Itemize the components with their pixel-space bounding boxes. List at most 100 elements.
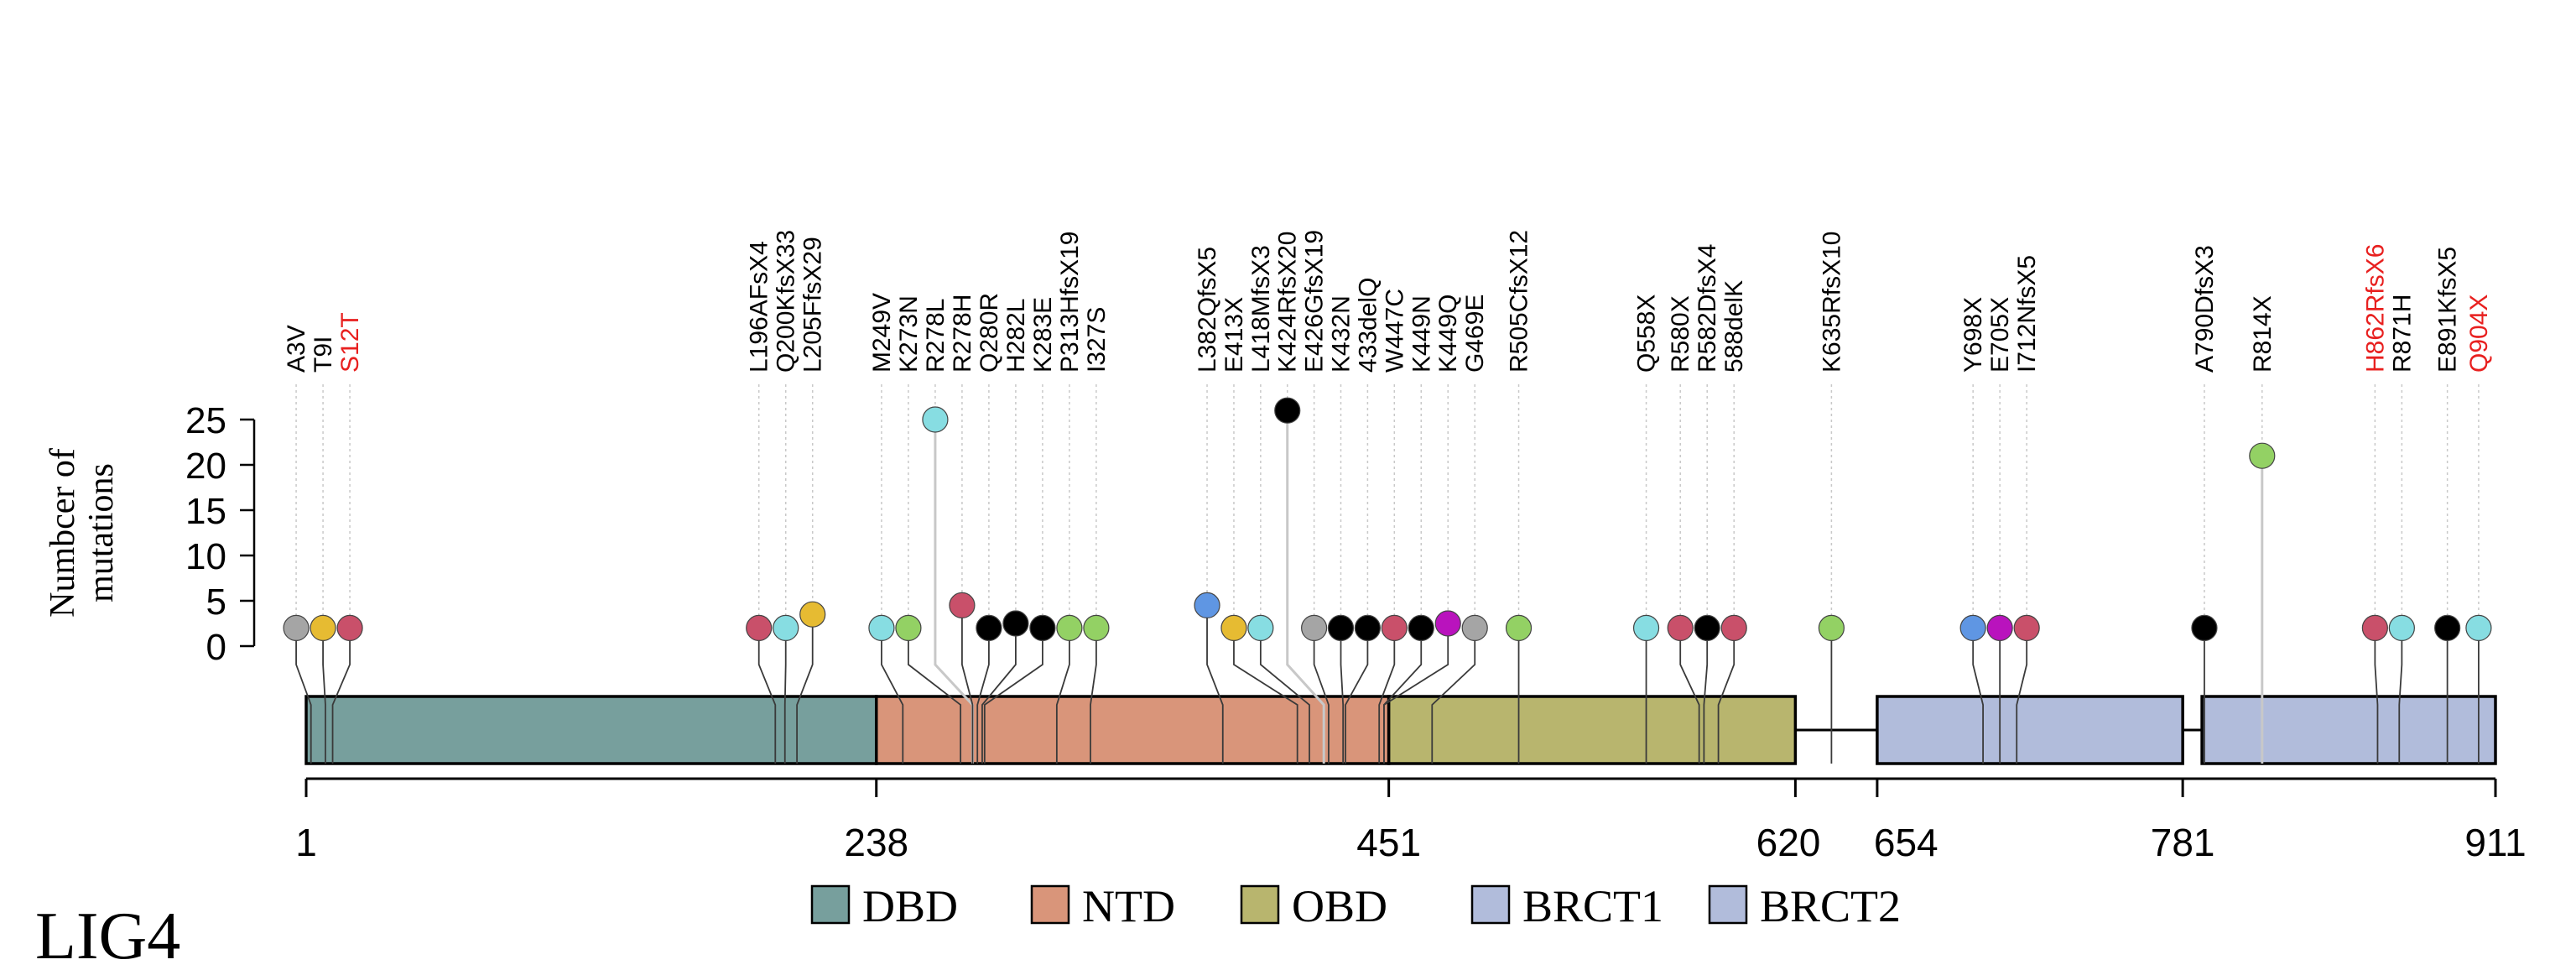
mutation-label: A790DfsX3 bbox=[2191, 245, 2219, 373]
mutation-label: K273N bbox=[895, 295, 923, 373]
legend-swatch bbox=[1240, 884, 1280, 925]
mutation-labels: A3V T9I S12T L196AFsX4 Q200KfsX33 L205FfsX29 M… bbox=[283, 230, 2493, 373]
mutation-stem bbox=[796, 627, 814, 764]
mutation-label: Q904X bbox=[2465, 295, 2493, 373]
mutation-label: Q558X bbox=[1633, 295, 1661, 373]
mutation-label: W447C bbox=[1381, 289, 1408, 373]
mutation-point bbox=[1354, 614, 1381, 642]
mutation-stem bbox=[1090, 640, 1097, 764]
mutation-stem bbox=[1703, 640, 1709, 764]
mutation-point bbox=[2388, 614, 2415, 642]
mutation-label: L382QfsX5 bbox=[1194, 247, 1221, 373]
mutation-point bbox=[1959, 614, 1986, 642]
mutation-label: R278L bbox=[922, 299, 950, 373]
mutation-label: K635RfsX10 bbox=[1818, 232, 1845, 373]
domain-obd bbox=[1387, 695, 1798, 765]
mutation-stem bbox=[322, 640, 326, 764]
mutation-guide-lines bbox=[295, 384, 2480, 616]
mutation-point bbox=[799, 601, 826, 628]
x-tick-label: 620 bbox=[1756, 821, 1821, 864]
mutation-stem bbox=[1055, 640, 1070, 764]
mutation-point bbox=[1818, 614, 1845, 642]
mutation-point bbox=[1274, 397, 1301, 424]
legend-label: BRCT1 bbox=[1522, 881, 1663, 931]
mutation-point bbox=[773, 614, 799, 642]
mutation-label: 588delK bbox=[1720, 280, 1748, 373]
x-tick-label: 238 bbox=[844, 821, 908, 864]
mutation-stem bbox=[1972, 640, 1984, 764]
mutation-point bbox=[1247, 614, 1274, 642]
mutation-label: H862RfsX6 bbox=[2361, 244, 2389, 373]
mutation-label: R505CfsX12 bbox=[1506, 230, 1533, 373]
domain-legend: DBD NTD OBD BRCT1 BRCT2 bbox=[810, 881, 1901, 931]
mutation-stem bbox=[908, 640, 962, 764]
mutation-point bbox=[895, 614, 922, 642]
mutation-point bbox=[1986, 614, 2013, 642]
mutation-stem bbox=[331, 640, 351, 764]
mutation-point bbox=[2013, 614, 2040, 642]
mutation-label: R580X bbox=[1667, 295, 1694, 373]
x-tick-label: 781 bbox=[2151, 821, 2215, 864]
legend-swatch bbox=[810, 884, 851, 925]
mutation-label: 433delQ bbox=[1354, 278, 1382, 373]
y-tick-label: 10 bbox=[185, 536, 226, 577]
mutation-stem bbox=[1313, 640, 1330, 764]
y-tick-label: 20 bbox=[185, 446, 226, 487]
mutation-stem bbox=[1383, 636, 1449, 764]
mutation-label: S12T bbox=[336, 312, 364, 373]
mutation-stem bbox=[1340, 640, 1345, 764]
mutation-point bbox=[2249, 442, 2276, 469]
mutation-label: K449Q bbox=[1434, 295, 1462, 373]
y-tick-label: 15 bbox=[185, 491, 226, 532]
mutation-stem bbox=[1259, 640, 1310, 764]
legend-swatch bbox=[1470, 884, 1511, 925]
mutation-label: L196AFsX4 bbox=[746, 241, 773, 373]
mutation-stem bbox=[757, 640, 777, 764]
mutation-point bbox=[746, 614, 773, 642]
legend-swatch bbox=[1708, 884, 1748, 925]
legend-swatch bbox=[1030, 884, 1070, 925]
mutation-point bbox=[1461, 614, 1488, 642]
mutation-label: T9I bbox=[310, 336, 337, 373]
mutation-stem bbox=[976, 640, 990, 764]
mutation-point bbox=[2465, 614, 2492, 642]
mutation-point bbox=[1720, 614, 1747, 642]
mutation-stem bbox=[2016, 640, 2028, 764]
mutation-label: A3V bbox=[283, 325, 310, 373]
mutation-label: K449N bbox=[1408, 295, 1435, 373]
mutation-label: E413X bbox=[1220, 297, 1248, 373]
x-tick-label: 911 bbox=[2464, 821, 2526, 864]
mutation-point bbox=[1002, 610, 1029, 637]
mutation-connectors bbox=[295, 423, 2480, 764]
mutation-point bbox=[1083, 614, 1110, 642]
mutation-point bbox=[2361, 614, 2388, 642]
mutation-point bbox=[1220, 614, 1247, 642]
mutation-label: E891KfsX5 bbox=[2434, 247, 2462, 373]
mutation-stem bbox=[2398, 640, 2403, 764]
mutation-stem bbox=[1345, 640, 1369, 764]
mutation-point bbox=[310, 614, 336, 642]
mutation-point bbox=[2191, 614, 2218, 642]
mutation-stem bbox=[1717, 640, 1736, 764]
mutation-label: I712NfsX5 bbox=[2013, 255, 2041, 373]
mutation-point bbox=[922, 406, 949, 433]
mutation-stem bbox=[961, 618, 974, 764]
domain-brct1 bbox=[1876, 695, 2184, 765]
mutation-stem bbox=[981, 636, 1017, 764]
domain-brct2 bbox=[2200, 695, 2497, 765]
protein-domains bbox=[304, 695, 2497, 765]
y-tick-label: 0 bbox=[206, 627, 226, 668]
mutation-stem bbox=[295, 640, 312, 764]
mutation-point bbox=[976, 614, 1002, 642]
mutation-stem bbox=[983, 640, 1043, 764]
mutation-point bbox=[1505, 614, 1533, 642]
mutation-point bbox=[1632, 614, 1660, 642]
mutation-label: E705X bbox=[1986, 297, 2014, 373]
domain-ntd bbox=[874, 695, 1391, 765]
mutation-label: K283E bbox=[1029, 297, 1057, 373]
mutation-point bbox=[1029, 614, 1056, 642]
mutation-label: L205FfsX29 bbox=[799, 237, 827, 373]
mutation-label: R871H bbox=[2388, 295, 2416, 373]
y-tick-label: 25 bbox=[185, 400, 226, 441]
mutation-stem bbox=[783, 640, 787, 764]
